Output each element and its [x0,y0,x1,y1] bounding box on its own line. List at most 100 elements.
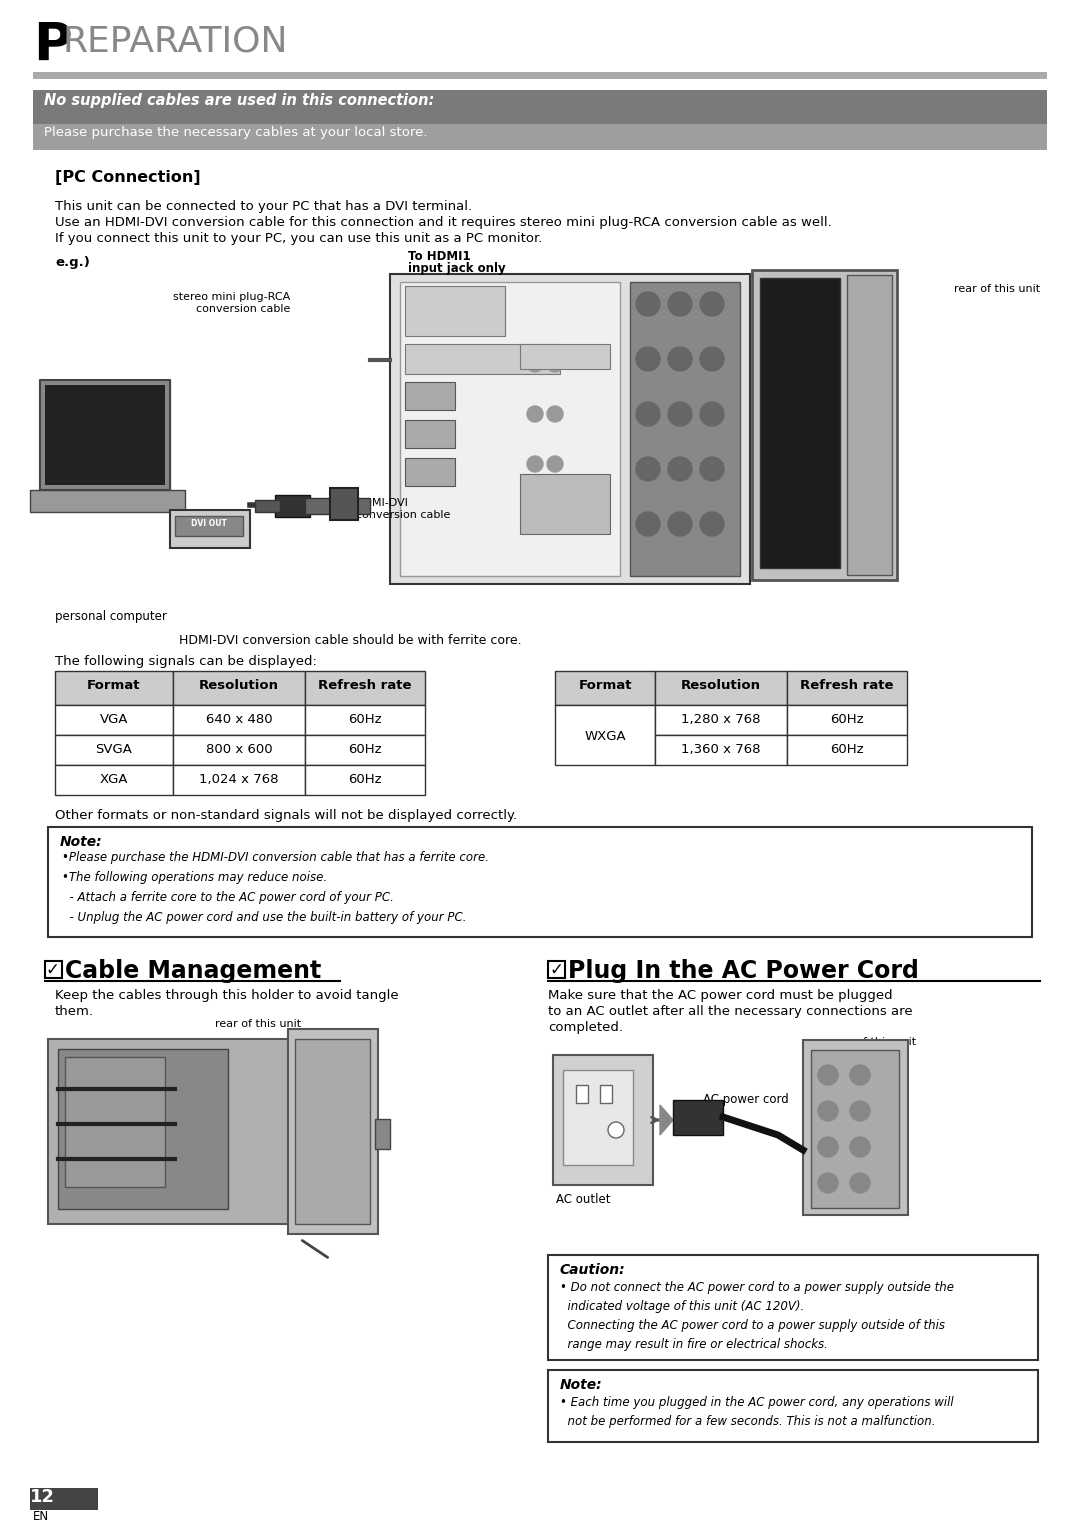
Text: conversion cable: conversion cable [195,304,291,314]
Circle shape [850,1137,870,1157]
Bar [173,705,305,736]
Circle shape [818,1173,838,1193]
Text: •Please purchase the HDMI-DVI conversion cable that has a ferrite core.: •Please purchase the HDMI-DVI conversion… [62,852,489,864]
Bar [33,72,1047,79]
Bar [305,765,426,795]
Circle shape [546,406,563,423]
Text: XGA: XGA [99,774,129,786]
Bar [548,1370,1038,1442]
Text: Make sure that the AC power cord must be plugged: Make sure that the AC power cord must be… [548,989,893,1003]
Circle shape [669,346,692,371]
Text: VGA: VGA [99,713,129,726]
Bar [305,497,370,514]
Bar [405,420,455,449]
Text: indicated voltage of this unit (AC 120V).: indicated voltage of this unit (AC 120V)… [561,1300,805,1312]
Bar [760,278,840,568]
Text: DVI/TV, RD Converter: DVI/TV, RD Converter [410,354,469,359]
Text: AC power cord: AC power cord [703,1093,788,1106]
Circle shape [608,1122,624,1138]
Bar [48,1039,288,1224]
Text: to an AC outlet after all the necessary connections are: to an AC outlet after all the necessary … [548,1006,913,1018]
Text: Resolution: Resolution [681,679,761,691]
Circle shape [527,356,543,372]
Text: [PC Connection]: [PC Connection] [55,169,201,185]
Bar [305,736,426,765]
Circle shape [636,401,660,426]
Circle shape [700,291,724,316]
Bar [752,270,897,580]
Text: Other formats or non-standard signals will not be displayed correctly.: Other formats or non-standard signals wi… [55,809,517,823]
Bar [58,1048,228,1209]
Bar [305,671,426,705]
Circle shape [850,1065,870,1085]
Bar [33,90,1047,124]
Bar [390,275,750,584]
Bar [847,275,892,575]
Text: not be performed for a few seconds. This is not a malfunction.: not be performed for a few seconds. This… [561,1415,935,1428]
Bar [55,671,173,705]
Text: HDMI-DVI: HDMI-DVI [356,497,409,508]
Text: DVI OUT: DVI OUT [191,519,227,528]
Circle shape [546,356,563,372]
Text: Refresh rate: Refresh rate [800,679,894,691]
Text: 1,360 x 768: 1,360 x 768 [681,743,760,755]
Circle shape [669,456,692,481]
Bar [654,705,787,736]
Bar [811,1050,899,1209]
Bar [654,736,787,765]
Bar [55,765,173,795]
Bar [548,961,565,978]
Circle shape [636,456,660,481]
Bar [330,488,357,520]
Text: HDMI-DVI conversion cable should be with ferrite core.: HDMI-DVI conversion cable should be with… [178,633,522,647]
Text: personal computer: personal computer [55,610,167,623]
Text: them.: them. [55,1006,94,1018]
Circle shape [546,456,563,472]
Bar [55,736,173,765]
Bar [400,282,620,575]
Bar [45,961,62,978]
Circle shape [850,1100,870,1122]
Circle shape [669,513,692,536]
Bar [519,343,610,369]
Text: - Attach a ferrite core to the AC power cord of your PC.: - Attach a ferrite core to the AC power … [62,891,394,903]
Bar [30,490,185,513]
Text: 640 x 480: 640 x 480 [205,713,272,726]
Circle shape [700,401,724,426]
Text: SVGA: SVGA [95,743,133,755]
Circle shape [636,291,660,316]
Text: Note:: Note: [561,1378,603,1392]
Text: conversion cable: conversion cable [356,510,450,520]
Circle shape [700,456,724,481]
Polygon shape [40,380,170,490]
Text: AUDIO
OUT: AUDIO OUT [556,346,573,357]
Bar [405,382,455,410]
Text: 60Hz: 60Hz [348,743,382,755]
Bar [173,736,305,765]
Text: 60Hz: 60Hz [831,713,864,726]
Bar [405,285,505,336]
Circle shape [700,513,724,536]
Text: Cable Management: Cable Management [65,958,321,983]
Text: Please purchase the necessary cables at your local store.: Please purchase the necessary cables at … [44,127,428,139]
Text: The following signals can be displayed:: The following signals can be displayed: [55,655,316,668]
Bar [375,1119,390,1149]
Text: ✓: ✓ [46,961,59,980]
Bar [45,385,165,485]
Text: To HDMI1: To HDMI1 [408,250,471,262]
Bar [548,1254,1038,1360]
Text: Note:: Note: [60,835,103,848]
Bar [48,827,1032,937]
Text: 12: 12 [30,1488,55,1506]
Circle shape [669,401,692,426]
Text: stereo mini plug-RCA: stereo mini plug-RCA [173,291,291,302]
Text: 60Hz: 60Hz [348,713,382,726]
Text: 1,280 x 768: 1,280 x 768 [681,713,760,726]
Text: 60Hz: 60Hz [348,774,382,786]
Text: Plug In the AC Power Cord: Plug In the AC Power Cord [568,958,919,983]
Text: Format: Format [87,679,140,691]
Bar [630,282,740,575]
Text: DIGITAL
AUDIO OUT
(COAXIAL): DIGITAL AUDIO OUT (COAXIAL) [550,479,581,496]
Circle shape [700,346,724,371]
Text: HDMI 1: HDMI 1 [419,392,442,397]
